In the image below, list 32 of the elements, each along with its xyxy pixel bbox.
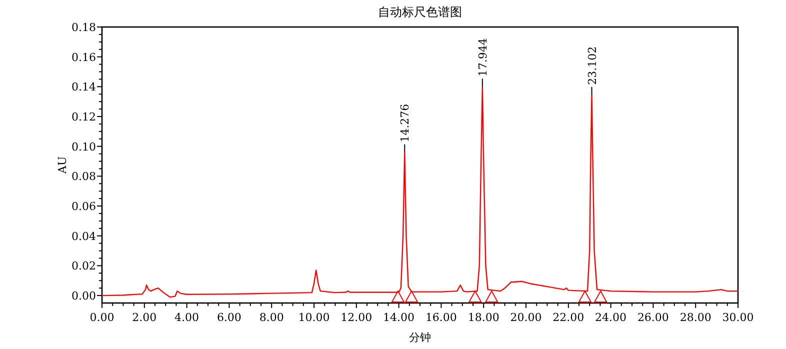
y-tick-label: 0.02: [72, 260, 96, 273]
x-tick-label: 16.00: [425, 311, 457, 324]
x-tick-label: 12.00: [340, 311, 372, 324]
x-tick-label: 28.00: [680, 311, 712, 324]
y-tick-label: 0.14: [72, 80, 96, 94]
y-tick-label: 0.08: [72, 170, 96, 184]
annotation: 14.276: [398, 104, 412, 142]
annotation: 17.944: [476, 38, 490, 77]
y-axis-title: AU: [56, 156, 69, 175]
x-axis-title: 分钟: [409, 331, 431, 344]
x-tick-label: 2.00: [132, 311, 157, 324]
x-tick-label: 30.00: [722, 311, 754, 324]
x-tick-label: 4.00: [174, 311, 200, 324]
x-tick-label: 18.00: [468, 311, 500, 324]
y-tick-label: 0.18: [72, 21, 96, 34]
y-tick-label: 0.16: [72, 50, 96, 64]
x-tick-label: 20.00: [510, 311, 542, 324]
y-tick-label: 0.10: [72, 140, 96, 154]
annotation: 23.102: [586, 46, 599, 85]
x-tick-label: 22.00: [552, 311, 584, 324]
y-tick-label: 0.12: [72, 110, 96, 124]
x-tick-label: 24.00: [595, 311, 627, 324]
y-tick-label: 0.06: [72, 200, 96, 214]
y-tick-label: 0.00: [72, 290, 96, 303]
chart-title: 自动标尺色谱图: [378, 5, 462, 19]
x-tick-label: 8.00: [259, 311, 284, 324]
x-tick-label: 14.00: [383, 311, 415, 324]
x-tick-label: 0.00: [90, 311, 114, 324]
x-tick-label: 6.00: [216, 311, 242, 324]
x-tick-label: 26.00: [637, 311, 669, 324]
x-tick-label: 10.00: [298, 311, 330, 324]
y-tick-label: 0.04: [72, 230, 96, 243]
